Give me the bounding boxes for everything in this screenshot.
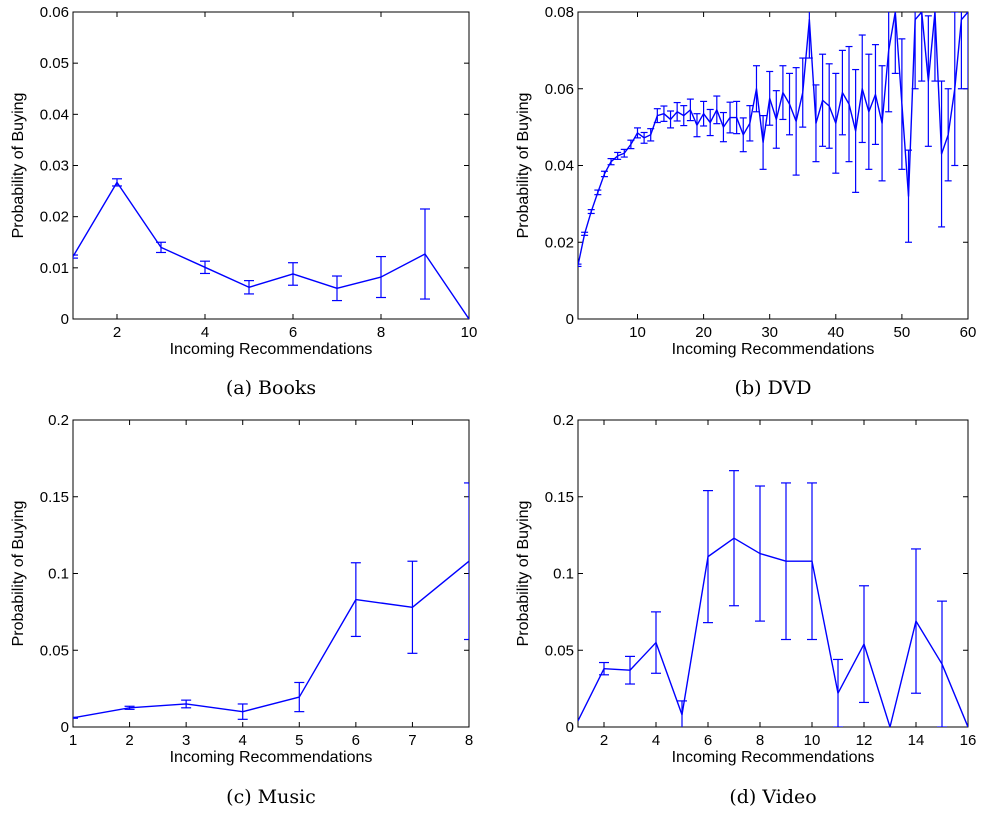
x-tick-label: 40 [827,324,844,341]
x-tick-label: 2 [125,732,133,749]
error-bar [464,482,469,641]
x-tick-label: 14 [908,732,925,749]
y-tick-label: 0.15 [545,489,574,506]
y-tick-label: 0.15 [40,489,69,506]
y-tick-label: 0.05 [40,642,69,659]
x-tick-label: 5 [295,732,303,749]
x-tick-label: 10 [461,324,478,341]
x-axis-label: Incoming Recommendations [672,749,875,766]
x-tick-label: 7 [408,732,416,749]
plot-frame [72,11,470,320]
x-tick-label: 4 [652,732,660,749]
x-axis-label: Incoming Recommendations [170,749,373,766]
y-tick-label: 0 [566,719,574,736]
x-tick-label: 8 [465,732,473,749]
series-1 [578,12,968,268]
chart-caption: (a) Books [226,377,316,399]
x-tick-label: 3 [182,732,190,749]
y-tick-label: 0.06 [40,4,69,21]
series-1 [578,470,968,727]
plot-frame [72,419,470,728]
y-tick-label: 0 [61,311,69,328]
error-bar [578,263,582,268]
y-axis-label: Probability of Buying [10,93,27,239]
x-tick-label: 20 [695,324,712,341]
x-tick-label: 8 [756,732,764,749]
y-tick-label: 0.03 [40,158,69,175]
y-tick-label: 0.04 [40,106,69,123]
x-tick-label: 1 [69,732,77,749]
y-tick-label: 0 [61,719,69,736]
chart-caption: (d) Video [729,786,816,808]
x-tick-label: 4 [239,732,247,749]
x-tick-label: 6 [289,324,297,341]
y-axis-label: Probability of Buying [515,93,532,239]
y-tick-label: 0.1 [553,566,574,583]
chart-panel-1: 2 4 6 8 10 0 0.01 0.02 0.03 0.04 0.05 0.06 Incoming … [10,4,477,399]
y-tick-label: 0.01 [40,260,69,277]
x-tick-label: 6 [704,732,712,749]
x-tick-label: 2 [600,732,608,749]
x-tick-label: 30 [761,324,778,341]
error-bar [891,12,899,75]
x-tick-label: 60 [960,324,977,341]
series-1 [73,482,469,720]
x-tick-label: 50 [894,324,911,341]
y-tick-label: 0.08 [545,4,574,21]
series-line [73,181,469,319]
chart-panel-2: 10 20 30 40 50 60 0 0.02 0.04 0.06 0.08 Incoming Re… [515,4,977,399]
y-axis-label: Probability of Buying [515,501,532,647]
x-tick-label: 4 [201,324,209,341]
x-axis-label: Incoming Recommendations [170,341,373,358]
error-bar [73,254,78,259]
y-tick-label: 0.2 [553,412,574,429]
y-tick-label: 0.05 [40,55,69,72]
y-axis-label: Probability of Buying [10,501,27,647]
plot-frame [577,419,969,728]
series-1 [73,178,469,319]
chart-panel-4: 2 4 6 8 10 12 14 16 0 0.05 0.1 0.15 0.2 Incoming Reco… [515,412,976,808]
y-tick-label: 0.02 [545,234,574,251]
chart-caption: (b) DVD [735,377,812,399]
x-tick-label: 16 [960,732,977,749]
x-tick-label: 12 [856,732,873,749]
error-bar [931,12,939,82]
y-tick-label: 0.2 [48,412,69,429]
x-axis-label: Incoming Recommendations [672,341,875,358]
chart-caption: (c) Music [226,786,316,808]
x-tick-label: 2 [113,324,121,341]
series-line [73,560,469,719]
series-line [578,12,968,266]
error-bar [918,12,926,82]
x-tick-label: 10 [804,732,821,749]
series-line [578,537,968,727]
error-bar [964,12,968,90]
chart-panel-3: 1 2 3 4 5 6 7 8 0 0.05 0.1 0.15 0.2 Incoming Recommen… [10,412,473,808]
x-tick-label: 10 [629,324,646,341]
y-tick-label: 0.04 [545,158,574,175]
x-tick-label: 6 [352,732,360,749]
y-tick-label: 0.05 [545,642,574,659]
y-tick-label: 0.06 [545,81,574,98]
y-tick-label: 0 [566,311,574,328]
y-tick-label: 0.02 [40,209,69,226]
y-tick-label: 0.1 [48,566,69,583]
x-tick-label: 8 [377,324,385,341]
